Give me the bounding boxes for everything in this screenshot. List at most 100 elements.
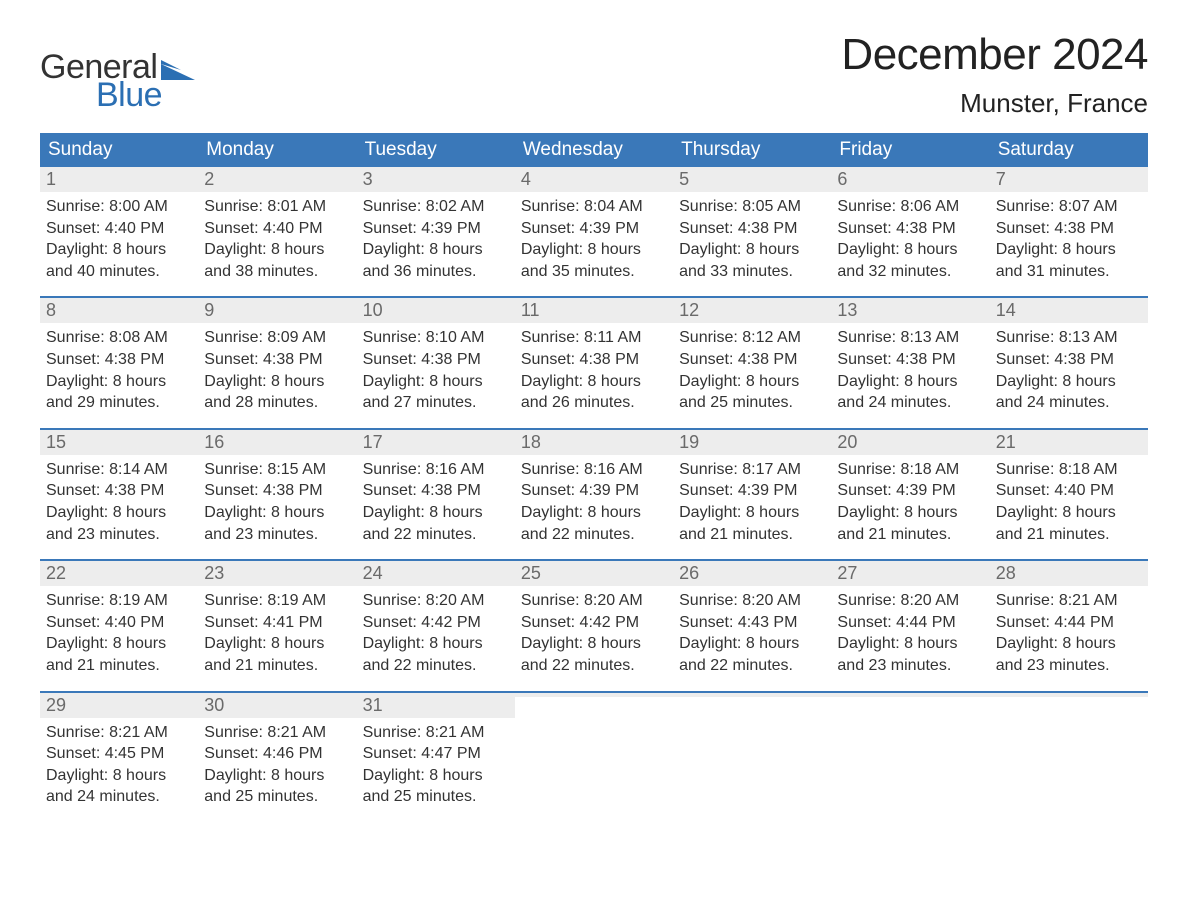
day-info: Sunrise: 8:09 AMSunset: 4:38 PMDaylight:… (198, 323, 356, 413)
day-number-row: 20 (831, 430, 989, 455)
day-number-row: 15 (40, 430, 198, 455)
day-number-row: 14 (990, 298, 1148, 323)
daylight-line: Daylight: 8 hours and 25 minutes. (204, 765, 350, 808)
daylight-line: Daylight: 8 hours and 38 minutes. (204, 239, 350, 282)
day-info: Sunrise: 8:20 AMSunset: 4:44 PMDaylight:… (831, 586, 989, 676)
daylight-line: Daylight: 8 hours and 24 minutes. (837, 371, 983, 414)
day-number-row: 4 (515, 167, 673, 192)
day-number: 20 (837, 432, 857, 452)
sunset-line: Sunset: 4:46 PM (204, 743, 350, 765)
calendar-day-cell: 5Sunrise: 8:05 AMSunset: 4:38 PMDaylight… (673, 167, 831, 296)
calendar-header-cell: Saturday (990, 133, 1148, 167)
day-number: 9 (204, 300, 214, 320)
logo: General Blue (40, 30, 195, 112)
sunrise-line: Sunrise: 8:18 AM (996, 459, 1142, 481)
sunrise-line: Sunrise: 8:19 AM (204, 590, 350, 612)
sunrise-line: Sunrise: 8:20 AM (521, 590, 667, 612)
logo-text-blue: Blue (96, 78, 195, 112)
day-number-row: 28 (990, 561, 1148, 586)
day-number: 25 (521, 563, 541, 583)
day-info: Sunrise: 8:20 AMSunset: 4:43 PMDaylight:… (673, 586, 831, 676)
sunrise-line: Sunrise: 8:20 AM (837, 590, 983, 612)
calendar-header-cell: Monday (198, 133, 356, 167)
sunrise-line: Sunrise: 8:21 AM (46, 722, 192, 744)
calendar-day-cell: 4Sunrise: 8:04 AMSunset: 4:39 PMDaylight… (515, 167, 673, 296)
day-number-row: 12 (673, 298, 831, 323)
day-number-row: 27 (831, 561, 989, 586)
day-number: 27 (837, 563, 857, 583)
calendar-day-cell: 2Sunrise: 8:01 AMSunset: 4:40 PMDaylight… (198, 167, 356, 296)
day-number-row: 30 (198, 693, 356, 718)
day-number-row: 2 (198, 167, 356, 192)
calendar-day-cell (515, 693, 673, 822)
sunrise-line: Sunrise: 8:02 AM (363, 196, 509, 218)
day-info: Sunrise: 8:12 AMSunset: 4:38 PMDaylight:… (673, 323, 831, 413)
day-number-row (673, 693, 831, 697)
sunset-line: Sunset: 4:39 PM (837, 480, 983, 502)
month-title: December 2024 (841, 30, 1148, 80)
calendar-day-cell: 1Sunrise: 8:00 AMSunset: 4:40 PMDaylight… (40, 167, 198, 296)
day-number: 2 (204, 169, 214, 189)
daylight-line: Daylight: 8 hours and 23 minutes. (996, 633, 1142, 676)
day-number-row: 23 (198, 561, 356, 586)
sunrise-line: Sunrise: 8:21 AM (204, 722, 350, 744)
sunset-line: Sunset: 4:38 PM (521, 349, 667, 371)
calendar-day-cell: 25Sunrise: 8:20 AMSunset: 4:42 PMDayligh… (515, 561, 673, 690)
sunrise-line: Sunrise: 8:09 AM (204, 327, 350, 349)
sunset-line: Sunset: 4:44 PM (837, 612, 983, 634)
sunset-line: Sunset: 4:39 PM (521, 218, 667, 240)
calendar-day-cell: 9 Sunrise: 8:09 AMSunset: 4:38 PMDaylight… (198, 298, 356, 427)
daylight-line: Daylight: 8 hours and 25 minutes. (363, 765, 509, 808)
calendar-day-cell: 30 Sunrise: 8:21 AMSunset: 4:46 PMDayligh… (198, 693, 356, 822)
day-number-row: 18 (515, 430, 673, 455)
sunset-line: Sunset: 4:40 PM (46, 612, 192, 634)
daylight-line: Daylight: 8 hours and 22 minutes. (679, 633, 825, 676)
day-number: 28 (996, 563, 1016, 583)
calendar-header-cell: Friday (831, 133, 989, 167)
day-number: 3 (363, 169, 373, 189)
day-info: Sunrise: 8:10 AMSunset: 4:38 PMDaylight:… (357, 323, 515, 413)
day-info: Sunrise: 8:02 AMSunset: 4:39 PMDaylight:… (357, 192, 515, 282)
day-number: 30 (204, 695, 224, 715)
day-info: Sunrise: 8:17 AMSunset: 4:39 PMDaylight:… (673, 455, 831, 545)
sunset-line: Sunset: 4:38 PM (204, 349, 350, 371)
day-number-row: 21 (990, 430, 1148, 455)
day-number: 5 (679, 169, 689, 189)
sunset-line: Sunset: 4:38 PM (837, 218, 983, 240)
sunset-line: Sunset: 4:38 PM (679, 218, 825, 240)
day-number: 1 (46, 169, 56, 189)
daylight-line: Daylight: 8 hours and 28 minutes. (204, 371, 350, 414)
day-number: 22 (46, 563, 66, 583)
day-number-row: 10 (357, 298, 515, 323)
sunset-line: Sunset: 4:38 PM (837, 349, 983, 371)
sunset-line: Sunset: 4:44 PM (996, 612, 1142, 634)
day-info: Sunrise: 8:13 AMSunset: 4:38 PMDaylight:… (831, 323, 989, 413)
daylight-line: Daylight: 8 hours and 23 minutes. (46, 502, 192, 545)
sunset-line: Sunset: 4:43 PM (679, 612, 825, 634)
day-number-row (990, 693, 1148, 697)
sunset-line: Sunset: 4:38 PM (363, 349, 509, 371)
calendar: SundayMondayTuesdayWednesdayThursdayFrid… (40, 133, 1148, 822)
day-number-row: 1 (40, 167, 198, 192)
day-number-row: 13 (831, 298, 989, 323)
sunset-line: Sunset: 4:39 PM (679, 480, 825, 502)
day-info: Sunrise: 8:18 AMSunset: 4:40 PMDaylight:… (990, 455, 1148, 545)
sunset-line: Sunset: 4:40 PM (46, 218, 192, 240)
daylight-line: Daylight: 8 hours and 29 minutes. (46, 371, 192, 414)
daylight-line: Daylight: 8 hours and 21 minutes. (996, 502, 1142, 545)
calendar-day-cell (673, 693, 831, 822)
calendar-week-row: 29Sunrise: 8:21 AMSunset: 4:45 PMDayligh… (40, 691, 1148, 822)
sunset-line: Sunset: 4:42 PM (363, 612, 509, 634)
sunset-line: Sunset: 4:38 PM (996, 218, 1142, 240)
sunrise-line: Sunrise: 8:20 AM (679, 590, 825, 612)
calendar-day-cell: 3 Sunrise: 8:02 AMSunset: 4:39 PMDaylight… (357, 167, 515, 296)
sunset-line: Sunset: 4:42 PM (521, 612, 667, 634)
sunrise-line: Sunrise: 8:01 AM (204, 196, 350, 218)
day-info: Sunrise: 8:04 AMSunset: 4:39 PMDaylight:… (515, 192, 673, 282)
day-number-row: 8 (40, 298, 198, 323)
sunrise-line: Sunrise: 8:17 AM (679, 459, 825, 481)
calendar-day-cell: 10Sunrise: 8:10 AMSunset: 4:38 PMDayligh… (357, 298, 515, 427)
day-number-row: 17 (357, 430, 515, 455)
day-number-row: 5 (673, 167, 831, 192)
calendar-day-cell: 18Sunrise: 8:16 AMSunset: 4:39 PMDayligh… (515, 430, 673, 559)
